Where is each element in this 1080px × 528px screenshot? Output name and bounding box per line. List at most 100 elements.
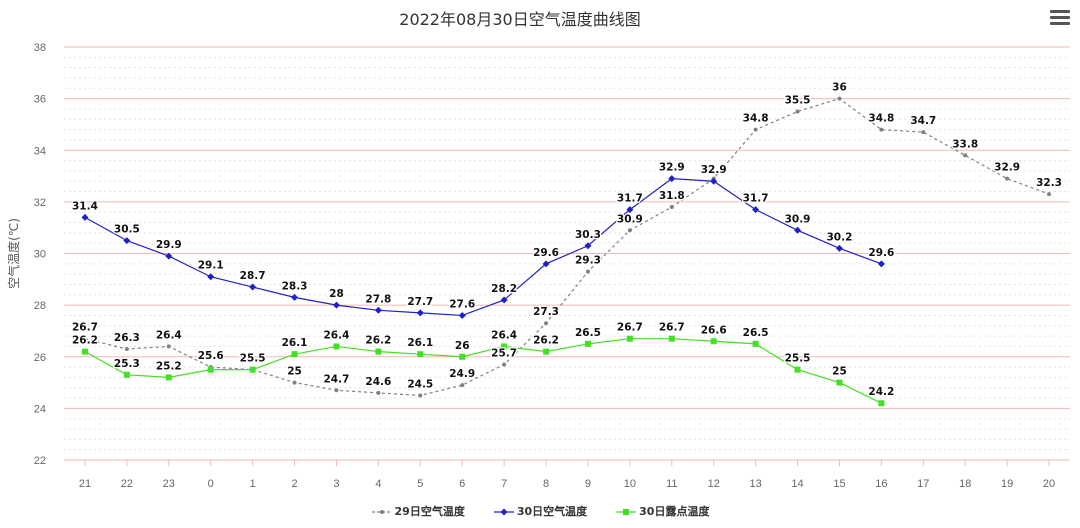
x-tick-label: 2 <box>291 478 297 490</box>
y-tick-label: 28 <box>34 300 46 312</box>
point-marker <box>458 311 466 319</box>
series-line <box>84 338 882 404</box>
data-label: 24.7 <box>323 373 349 385</box>
point-marker <box>794 226 802 234</box>
point-marker <box>249 283 257 291</box>
x-tick-label: 10 <box>624 478 636 490</box>
point-marker <box>124 347 129 352</box>
point-marker <box>123 371 130 378</box>
data-label: 24.9 <box>449 368 475 380</box>
x-tick-label: 21 <box>79 478 91 490</box>
x-tick-label: 23 <box>163 478 175 490</box>
data-label: 28.3 <box>282 280 308 292</box>
data-label: 26.1 <box>407 337 433 349</box>
legend-item[interactable]: 30日露点温度 <box>615 503 709 519</box>
x-tick-label: 15 <box>833 478 845 490</box>
point-marker <box>502 362 507 367</box>
point-marker <box>376 390 381 395</box>
point-marker <box>837 96 842 101</box>
point-marker <box>207 366 214 373</box>
point-marker <box>835 244 843 252</box>
point-marker <box>416 309 424 317</box>
data-label: 32.3 <box>1036 177 1062 189</box>
x-tick-label: 0 <box>208 478 214 490</box>
data-label: 26.7 <box>72 322 98 334</box>
data-label: 25 <box>287 366 302 378</box>
point-marker <box>584 340 591 347</box>
x-tick-label: 6 <box>459 478 465 490</box>
x-tick-label: 11 <box>666 478 677 490</box>
point-marker <box>82 336 87 341</box>
data-labels: 26.7 26.3 26.4 25.6 25.5 25 24.7 24.6 24.5 24.9 25… <box>71 80 1064 399</box>
x-tick-label: 22 <box>121 478 133 490</box>
data-label: 26.7 <box>617 322 643 334</box>
data-label: 31.7 <box>743 193 769 205</box>
y-tick-label: 38 <box>34 42 46 54</box>
point-marker <box>334 388 339 393</box>
data-label: 28.2 <box>491 283 517 295</box>
x-tick-label: 1 <box>250 478 256 490</box>
legend-item[interactable]: 30日空气温度 <box>493 503 587 519</box>
legend: 29日空气温度 30日空气温度 30日露点温度 <box>0 503 1080 519</box>
x-tick-label: 18 <box>959 478 971 490</box>
data-label: 36 <box>832 82 847 94</box>
data-label: 25.6 <box>198 350 224 362</box>
legend-symbol-icon <box>616 509 637 515</box>
data-label: 26.2 <box>365 335 391 347</box>
point-marker <box>795 109 800 114</box>
data-label: 26.4 <box>323 329 349 341</box>
data-label: 29.6 <box>868 247 894 259</box>
point-marker <box>878 400 885 407</box>
legend-label: 30日露点温度 <box>639 505 710 518</box>
data-label: 30.9 <box>617 213 643 225</box>
y-axis-title: 空气温度(℃) <box>6 218 21 289</box>
data-label: 27.8 <box>365 293 391 305</box>
x-tick-label: 12 <box>708 478 720 490</box>
data-label: 25.3 <box>114 358 140 370</box>
data-label: 31.8 <box>659 190 685 202</box>
data-label: 25.5 <box>240 353 266 365</box>
chart-title: 2022年08月30日空气温度曲线图 <box>399 10 641 29</box>
data-label: 24.2 <box>868 386 894 398</box>
y-tick-label: 30 <box>34 249 46 261</box>
x-tick-label: 4 <box>375 478 381 490</box>
data-label: 29.6 <box>533 247 559 259</box>
series-line <box>84 178 882 317</box>
series-lines <box>81 96 1052 407</box>
data-label: 26 <box>455 340 470 352</box>
data-label: 26.6 <box>701 324 727 336</box>
point-marker <box>753 127 758 132</box>
point-marker <box>543 348 550 355</box>
hamburger-menu-icon[interactable] <box>1050 10 1070 26</box>
point-marker <box>249 366 256 373</box>
legend-label: 29日空气温度 <box>394 505 465 518</box>
data-label: 31.7 <box>617 193 643 205</box>
point-marker <box>81 348 88 355</box>
point-marker <box>207 273 215 281</box>
point-marker <box>292 380 297 385</box>
point-marker <box>963 153 968 158</box>
point-marker <box>291 293 299 301</box>
point-marker <box>627 228 632 233</box>
data-label: 29.9 <box>156 239 182 251</box>
data-label: 27.3 <box>533 306 559 318</box>
point-marker <box>165 252 173 260</box>
legend-item[interactable]: 29日空气温度 <box>371 503 465 519</box>
data-label: 26.5 <box>743 327 769 339</box>
point-marker <box>710 177 718 185</box>
data-label: 26.2 <box>533 335 559 347</box>
x-tick-label: 16 <box>875 478 887 490</box>
data-label: 26.7 <box>659 322 685 334</box>
point-marker <box>542 260 550 268</box>
data-label: 31.4 <box>72 200 98 212</box>
point-marker <box>332 301 340 309</box>
grid-lines <box>64 46 1070 461</box>
point-marker <box>417 351 424 358</box>
point-marker <box>501 343 508 350</box>
legend-symbol-icon <box>371 510 392 514</box>
x-tick-label: 5 <box>417 478 423 490</box>
x-tick-label: 9 <box>585 478 591 490</box>
data-label: 34.8 <box>743 113 769 125</box>
